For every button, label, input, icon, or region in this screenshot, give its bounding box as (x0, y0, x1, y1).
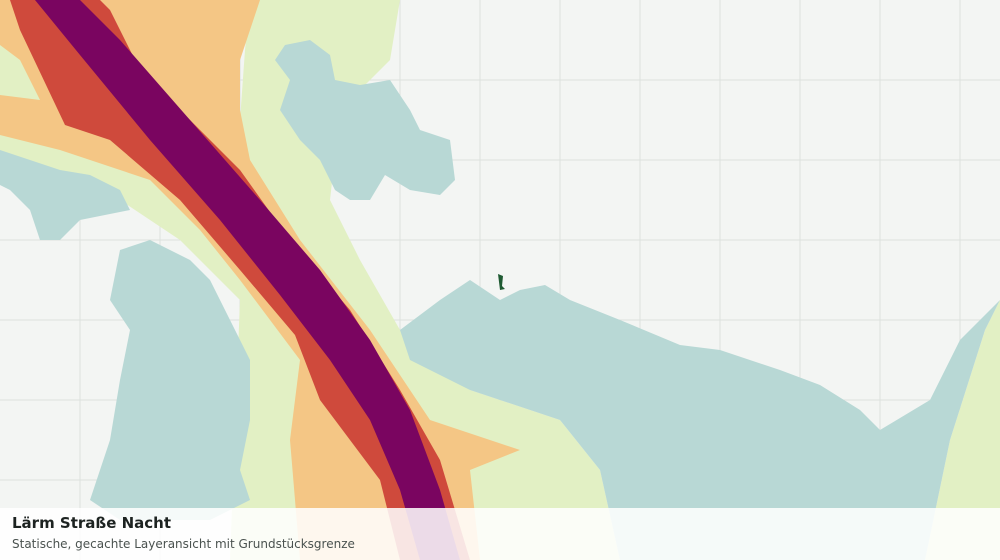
caption-panel: Lärm Straße Nacht Statische, gecachte La… (0, 508, 1000, 560)
caption-background (0, 508, 1000, 560)
layer-title: Lärm Straße Nacht (12, 514, 171, 532)
layer-subtitle: Statische, gecachte Layeransicht mit Gru… (12, 537, 355, 551)
noise-zone-very-high (35, 0, 460, 560)
noise-zone-high (10, 0, 470, 560)
parcel-marker (498, 274, 505, 290)
water-area (0, 40, 1000, 560)
